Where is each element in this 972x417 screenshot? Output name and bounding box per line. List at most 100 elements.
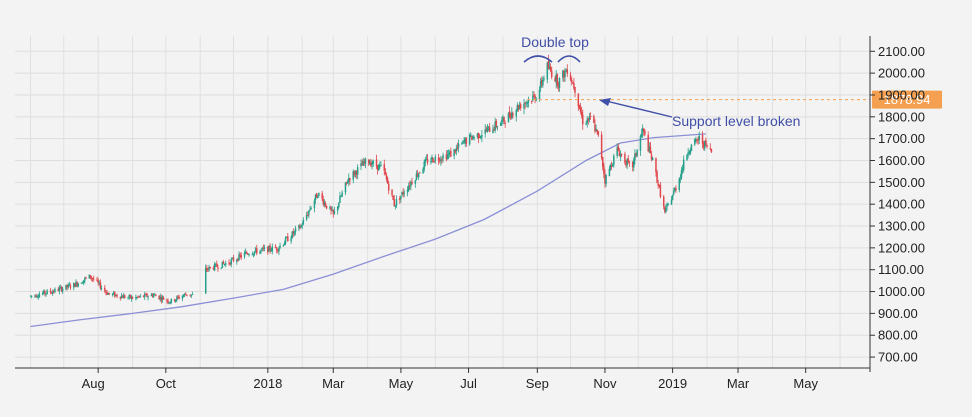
candle-body [348, 178, 350, 182]
candle-body [69, 285, 72, 288]
candle-body [271, 246, 274, 252]
candle-body [332, 209, 335, 214]
candle-body [565, 70, 567, 72]
candle-body [698, 135, 700, 140]
candle-body [294, 228, 297, 232]
candle-body [377, 164, 380, 171]
candle-body [665, 207, 667, 212]
candle-body [682, 159, 685, 170]
candle-body [633, 159, 635, 168]
candle-body [130, 296, 133, 299]
candle-body [464, 138, 466, 143]
current-price-label: 1878.94 [884, 92, 931, 107]
candle-body [566, 69, 569, 74]
candle-body [223, 264, 226, 265]
candle-body [625, 161, 627, 166]
y-tick-label: 1800.00 [878, 109, 925, 124]
candle-body [619, 153, 622, 157]
candle-body [310, 208, 312, 210]
candle-body [604, 173, 606, 184]
candle-body [626, 159, 628, 166]
candle-body [688, 152, 690, 154]
candle-body [363, 162, 366, 164]
candle-body [385, 175, 388, 180]
candle-body [339, 196, 341, 203]
candle-body [414, 180, 417, 184]
candle-body [222, 262, 225, 264]
candle-body [292, 231, 295, 234]
support-arrow-head [599, 98, 611, 106]
candle-body [477, 132, 480, 139]
candle-body [152, 294, 155, 298]
candle-body [146, 293, 148, 297]
candle-body [45, 293, 47, 295]
candle-body [448, 151, 451, 155]
candle-body [284, 237, 287, 244]
candle-body [616, 147, 618, 156]
candle-body [434, 156, 437, 161]
candle-body [425, 159, 428, 161]
plot-area [15, 36, 870, 368]
candle-body [423, 161, 425, 170]
candle-body [476, 133, 479, 137]
candle-body [34, 295, 36, 297]
candle-body [696, 139, 698, 141]
candle-body [191, 294, 194, 296]
candle-body [372, 160, 374, 164]
candle-body [484, 129, 486, 134]
candle-body [178, 297, 180, 299]
candle-body [593, 116, 595, 124]
candle-body [415, 173, 418, 181]
candle-body [43, 290, 45, 294]
candle-body [35, 295, 37, 297]
candle-body [84, 277, 86, 281]
candle-body [386, 178, 389, 184]
candle-body [463, 141, 465, 143]
candle-body [465, 138, 468, 144]
candle-body [228, 262, 230, 264]
candle-body [104, 287, 106, 291]
candle-body [345, 181, 348, 183]
candle-body [144, 294, 146, 298]
candle-body [267, 246, 269, 253]
candle-body [550, 70, 553, 77]
candle-body [151, 294, 154, 297]
candle-body [147, 296, 149, 298]
candle-body [424, 159, 427, 163]
y-tick-label: 1500.00 [878, 175, 925, 190]
current-price-tag [872, 90, 942, 109]
candle-body [248, 254, 250, 256]
candle-body [321, 193, 323, 199]
candle-body [518, 105, 521, 109]
candle-body [275, 247, 278, 251]
candle-body [481, 135, 483, 137]
candle-body [492, 129, 494, 134]
candle-body [667, 203, 669, 205]
candle-body [98, 282, 101, 284]
candle-body [383, 164, 386, 171]
candle-body [672, 190, 675, 195]
candle-body [112, 292, 115, 294]
candle-body [260, 249, 262, 251]
candle-body [499, 123, 502, 126]
candle-body [564, 71, 566, 77]
double-top-arc-left [523, 55, 553, 63]
candle-body [74, 283, 76, 287]
candle-body [100, 287, 103, 289]
candle-body [221, 261, 224, 268]
y-tick-label: 1000.00 [878, 284, 925, 299]
candle-body [89, 275, 92, 278]
candle-body [41, 293, 44, 295]
candle-body [318, 192, 320, 196]
candle-body [92, 278, 95, 280]
candle-body [587, 118, 590, 121]
candle-body [681, 168, 684, 171]
candle-body [278, 248, 280, 252]
x-tick-label: 2018 [253, 376, 282, 391]
candle-body [206, 268, 208, 270]
candle-body [238, 254, 240, 261]
candle-body [59, 287, 62, 288]
candles [29, 54, 713, 305]
candle-body [671, 195, 674, 201]
candle-body [279, 245, 281, 248]
